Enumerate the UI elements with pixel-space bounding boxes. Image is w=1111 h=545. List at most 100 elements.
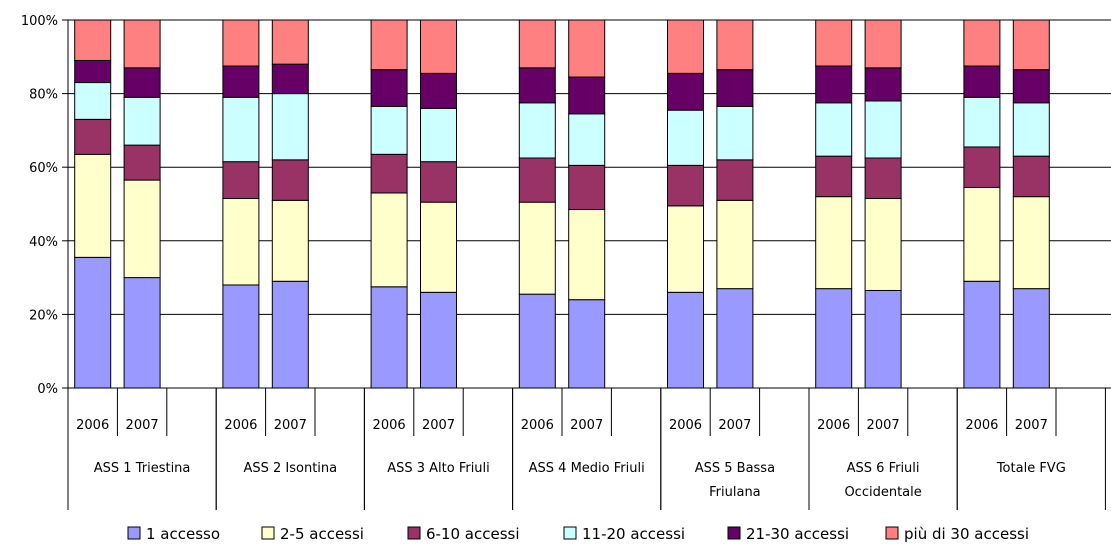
x-group-label: ASS 1 Triestina bbox=[94, 461, 191, 476]
x-year-label: 2006 bbox=[373, 418, 406, 433]
legend-label: 11-20 accessi bbox=[582, 525, 685, 543]
bars bbox=[74, 19, 1050, 389]
legend-label: 21-30 accessi bbox=[746, 525, 849, 543]
bar-segment bbox=[667, 205, 704, 293]
bar-segment bbox=[667, 19, 704, 74]
bar-segment bbox=[716, 105, 754, 161]
bar-segment bbox=[1012, 288, 1050, 389]
bar-segment bbox=[222, 19, 260, 67]
legend-swatch bbox=[407, 526, 421, 540]
x-year-label: 2007 bbox=[867, 418, 900, 433]
bar-segment bbox=[370, 19, 408, 71]
bar-segment bbox=[568, 164, 606, 211]
bar-segment bbox=[568, 113, 606, 166]
bar-segment bbox=[271, 280, 309, 389]
bar-segment bbox=[123, 19, 161, 69]
bar-segment bbox=[222, 284, 260, 389]
x-group-label: Occidentale bbox=[844, 485, 921, 500]
bar-segment bbox=[271, 199, 309, 282]
bar-segment bbox=[222, 65, 260, 98]
bar-segment bbox=[815, 155, 853, 198]
bar-segment bbox=[518, 19, 556, 69]
x-group-label: Friulana bbox=[709, 485, 761, 500]
bar-segment bbox=[518, 293, 556, 389]
bar-segment bbox=[123, 67, 161, 98]
bar-segment bbox=[74, 19, 112, 61]
bar-segment bbox=[518, 201, 556, 295]
bar-segment bbox=[1012, 19, 1050, 71]
bar-segment bbox=[864, 157, 902, 199]
bar-segment bbox=[74, 256, 112, 389]
bar-segment bbox=[667, 291, 704, 389]
x-year-label: 2007 bbox=[1015, 418, 1048, 433]
bar-segment bbox=[222, 197, 260, 286]
bar-segment bbox=[667, 72, 704, 111]
bar-segment bbox=[963, 186, 1001, 282]
bar-segment bbox=[815, 196, 853, 290]
bar-segment bbox=[963, 65, 1001, 98]
legend-label: 2-5 accessi bbox=[280, 525, 364, 543]
bar-segment bbox=[370, 286, 408, 389]
bar-segment bbox=[864, 19, 902, 69]
bar-segment bbox=[864, 100, 902, 159]
bar-segment bbox=[864, 67, 902, 102]
bar-segment bbox=[420, 201, 457, 293]
x-year-label: 2006 bbox=[965, 418, 998, 433]
bar-segment bbox=[370, 105, 408, 155]
legend-label: più di 30 accessi bbox=[904, 525, 1029, 543]
bar-segment bbox=[271, 63, 309, 95]
x-year-label: 2007 bbox=[570, 418, 603, 433]
x-axis-categories: 2006 2007 ASS 1 Triestina 2006 2007 ASS 2 Iso… bbox=[76, 418, 1066, 500]
bar-segment bbox=[1012, 69, 1050, 104]
x-group-label: Totale FVG bbox=[996, 461, 1066, 476]
legend-swatch bbox=[885, 526, 899, 540]
x-year-label: 2007 bbox=[274, 418, 307, 433]
x-year-label: 2006 bbox=[76, 418, 109, 433]
bar-segment bbox=[716, 199, 754, 290]
bar-segment bbox=[123, 96, 161, 146]
legend: 1 accesso 2-5 accessi 6-10 accessi 11-20 ac… bbox=[127, 525, 1029, 543]
bar-segment bbox=[420, 161, 457, 203]
legend-label: 6-10 accessi bbox=[426, 525, 520, 543]
bar-segment bbox=[420, 72, 457, 109]
bar-segment bbox=[74, 118, 112, 155]
legend-swatch bbox=[261, 526, 275, 540]
bar-segment bbox=[74, 59, 112, 84]
y-tick-label: 20% bbox=[29, 308, 58, 323]
legend-swatch bbox=[563, 526, 577, 540]
bar-segment bbox=[667, 109, 704, 166]
bar-segment bbox=[568, 299, 606, 389]
bar-segment bbox=[370, 69, 408, 107]
x-year-label: 2006 bbox=[521, 418, 554, 433]
legend-swatch bbox=[127, 526, 141, 540]
bar-segment bbox=[667, 164, 704, 207]
bar-segment bbox=[518, 157, 556, 203]
bar-segment bbox=[370, 192, 408, 288]
bar-segment bbox=[1012, 196, 1050, 290]
x-year-label: 2006 bbox=[669, 418, 702, 433]
y-tick-label: 40% bbox=[29, 235, 58, 250]
bar-segment bbox=[74, 153, 112, 258]
bar-segment bbox=[716, 69, 754, 107]
bar-segment bbox=[222, 161, 260, 199]
x-group-label: ASS 4 Medio Friuli bbox=[529, 461, 645, 476]
x-group-label: ASS 3 Alto Friuli bbox=[387, 461, 490, 476]
bar-segment bbox=[568, 76, 606, 115]
bar-segment bbox=[568, 19, 606, 78]
bar-segment bbox=[1012, 102, 1050, 157]
bar-segment bbox=[864, 197, 902, 291]
bar-segment bbox=[123, 179, 161, 279]
bar-segment bbox=[716, 19, 754, 71]
axes bbox=[62, 19, 1111, 510]
x-group-label: ASS 2 Isontina bbox=[243, 461, 337, 476]
bar-segment bbox=[963, 280, 1001, 389]
bar-segment bbox=[370, 153, 408, 194]
y-tick-labels: 0% 20% 40% 60% 80% 100% bbox=[21, 14, 58, 397]
bar-segment bbox=[420, 107, 457, 163]
y-tick-label: 100% bbox=[21, 14, 58, 29]
bar-segment bbox=[716, 288, 754, 389]
legend-label: 1 accesso bbox=[146, 525, 220, 543]
bar-segment bbox=[815, 19, 853, 67]
legend-swatch bbox=[727, 526, 741, 540]
bar-segment bbox=[123, 277, 161, 389]
